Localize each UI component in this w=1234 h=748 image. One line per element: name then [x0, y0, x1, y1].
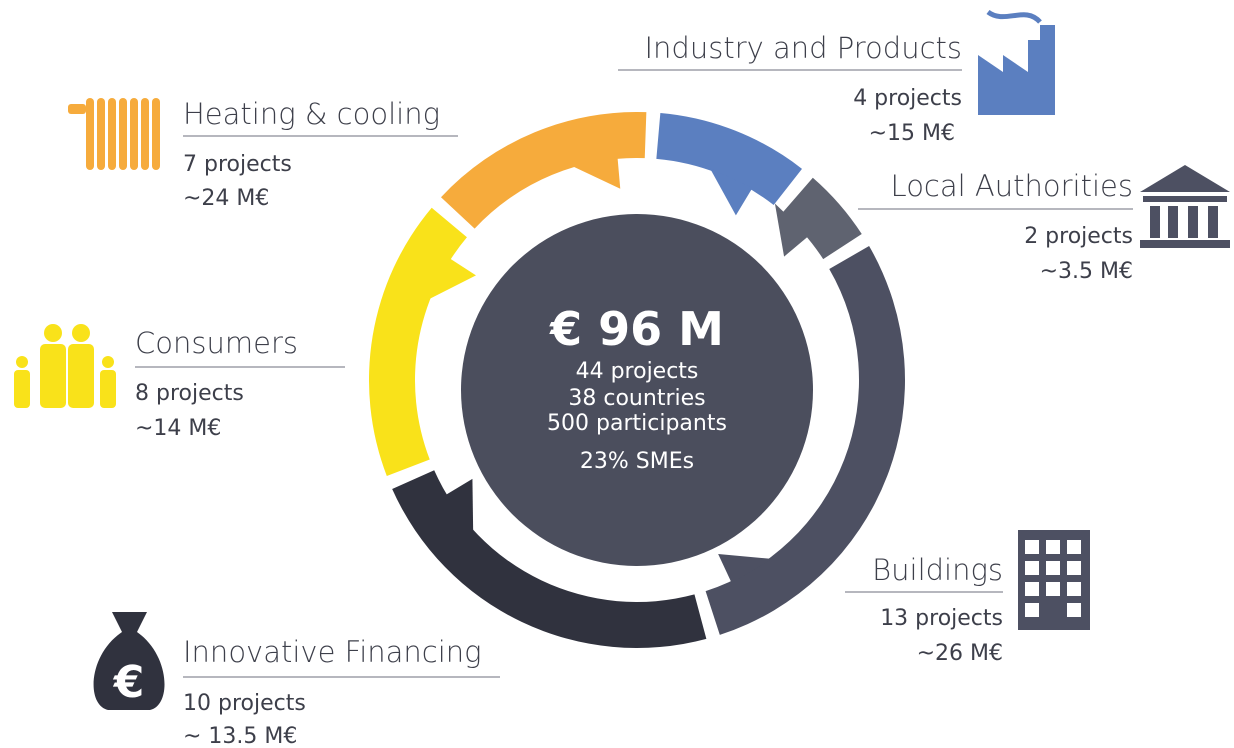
window — [1046, 561, 1060, 575]
family-icon — [14, 324, 116, 408]
radiator-fin — [86, 98, 94, 170]
ring-arrowhead — [571, 156, 621, 189]
window — [1025, 561, 1039, 575]
sector-projects: 8 projects — [135, 381, 244, 406]
sector-funding: ~3.5 M€ — [1040, 259, 1133, 284]
building-icon — [1140, 165, 1230, 248]
ring-segment — [369, 207, 467, 477]
ring-arrowhead — [444, 478, 474, 533]
radiator-fin — [141, 98, 149, 170]
factory-icon — [978, 9, 1055, 115]
sector-name: Consumers — [135, 326, 298, 360]
radiator-fin — [119, 98, 127, 170]
center-disc — [461, 214, 813, 566]
sector-projects: 10 projects — [183, 691, 306, 716]
center-title: € 96 M — [549, 302, 724, 356]
ring-segment — [656, 113, 802, 206]
radiator-fin — [108, 98, 116, 170]
money-bag-icon: € — [93, 612, 165, 710]
sector-name: Buildings — [872, 553, 1003, 587]
center-line: 44 projects — [576, 359, 699, 384]
window — [1067, 561, 1081, 575]
radiator-fin — [152, 98, 160, 170]
window — [1046, 582, 1060, 596]
center-line: 500 participants — [547, 411, 727, 436]
center-line: 38 countries — [568, 386, 705, 411]
sector-name: Industry and Products — [645, 31, 963, 65]
ring-arrowhead — [427, 258, 476, 300]
sector-name: Innovative Financing — [183, 635, 482, 669]
sector-projects: 2 projects — [1024, 224, 1133, 249]
radiator-fin — [97, 98, 105, 170]
sector-funding: ~ 13.5 M€ — [183, 724, 297, 748]
sector-projects: 7 projects — [183, 152, 292, 177]
ring-arrowhead — [709, 168, 753, 216]
svg-text:€: € — [113, 657, 145, 708]
sector-funding: ~24 M€ — [183, 186, 269, 211]
window — [1025, 540, 1039, 554]
window — [1067, 540, 1081, 554]
sector-projects: 4 projects — [853, 86, 962, 111]
ring-segment — [782, 177, 862, 260]
ring-segment — [392, 470, 707, 648]
ring-segment — [440, 112, 647, 229]
sector-funding: ~15 M€ — [869, 121, 955, 146]
ring — [369, 112, 905, 648]
window — [1067, 603, 1081, 617]
radiator-fin — [130, 98, 138, 170]
window — [1025, 582, 1039, 596]
tower-icon — [1018, 530, 1090, 630]
sector-funding: ~26 M€ — [917, 641, 1003, 666]
window — [1046, 540, 1060, 554]
sector-funding: ~14 M€ — [135, 416, 221, 441]
sector-projects: 13 projects — [880, 606, 1003, 631]
window — [1025, 603, 1039, 617]
sector-name: Heating & cooling — [183, 97, 440, 131]
center-line: 23% SMEs — [580, 449, 694, 474]
ring-arrowhead — [718, 554, 772, 584]
ring-arrowhead — [774, 203, 809, 257]
window — [1067, 582, 1081, 596]
sector-name: Local Authorities — [891, 169, 1133, 203]
radiator-icon — [68, 98, 160, 170]
ring-segment — [705, 246, 905, 635]
